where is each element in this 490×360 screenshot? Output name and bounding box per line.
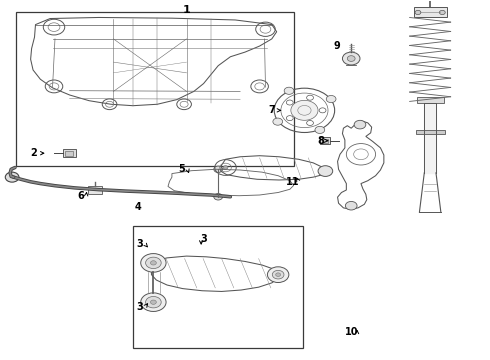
Circle shape [354,120,366,129]
Text: 10: 10 [344,327,358,337]
Circle shape [307,121,314,126]
Text: 5: 5 [178,164,185,174]
Text: 6: 6 [77,191,84,201]
Circle shape [268,267,289,283]
Circle shape [319,108,326,113]
Circle shape [291,100,318,120]
Text: 8: 8 [318,136,324,146]
Bar [133,226,303,348]
Bar [16,12,294,166]
Circle shape [326,95,336,103]
Circle shape [272,270,284,279]
Bar [322,139,328,143]
Circle shape [318,166,333,176]
Circle shape [307,95,314,100]
Bar [414,8,447,18]
Text: 2: 2 [30,148,37,158]
Circle shape [5,172,19,182]
Circle shape [146,257,161,269]
Circle shape [141,293,166,311]
Circle shape [415,10,421,15]
Circle shape [141,253,166,272]
Circle shape [347,56,355,62]
Circle shape [315,126,325,134]
Bar [65,151,74,156]
Bar [320,137,330,144]
Text: 3: 3 [136,302,143,312]
Text: 3: 3 [136,239,143,249]
Circle shape [276,273,281,276]
Text: 3: 3 [200,234,207,244]
Circle shape [150,261,156,265]
Circle shape [286,116,293,121]
Circle shape [214,166,222,172]
Circle shape [343,52,360,65]
Bar [63,149,76,157]
Text: 9: 9 [333,41,340,51]
Circle shape [214,194,222,200]
Bar [88,186,102,194]
Circle shape [223,166,228,169]
Circle shape [286,100,293,105]
Circle shape [345,202,357,210]
Bar [416,130,445,134]
Polygon shape [424,103,436,173]
Circle shape [146,296,161,308]
Text: 4: 4 [134,202,141,212]
Text: 11: 11 [286,177,299,187]
Circle shape [273,118,283,125]
Circle shape [440,10,445,15]
Circle shape [150,300,156,304]
Text: 1: 1 [183,5,191,15]
Text: 7: 7 [269,105,275,115]
Circle shape [284,87,294,94]
Bar [416,97,444,103]
